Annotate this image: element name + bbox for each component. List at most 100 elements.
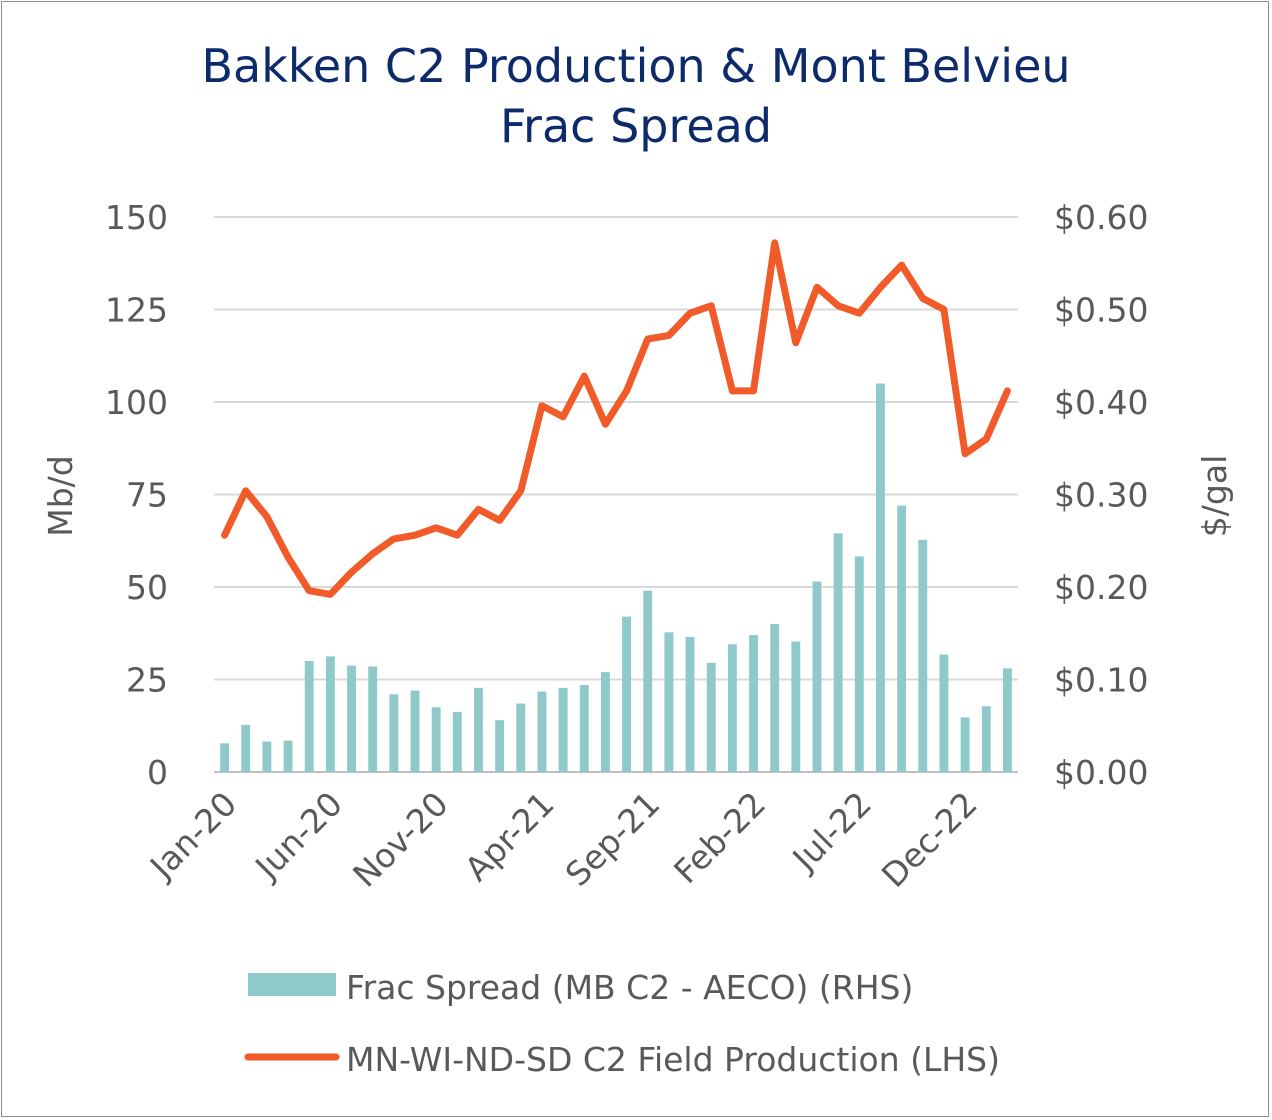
line-point-May-21 bbox=[562, 416, 564, 418]
bar-Aug-21 bbox=[622, 616, 632, 772]
bar-Apr-22 bbox=[791, 641, 801, 772]
line-point-Feb-20 bbox=[245, 490, 247, 492]
right-axis-label: $/gal bbox=[1195, 455, 1234, 537]
left-axis-ticks: 0 25 50 75 100 125 150 bbox=[105, 198, 168, 792]
line-point-Dec-22 bbox=[964, 453, 966, 455]
line-point-Sep-22 bbox=[901, 264, 903, 266]
right-tick-label: $0.30 bbox=[1054, 476, 1148, 515]
bar-Mar-22 bbox=[770, 624, 780, 772]
line-point-Mar-21 bbox=[520, 490, 522, 492]
right-tick-label: $0.20 bbox=[1054, 568, 1148, 607]
x-tick-label: Apr-21 bbox=[457, 784, 562, 889]
bar-Jan-20 bbox=[220, 743, 230, 772]
left-tick-label: 125 bbox=[105, 291, 168, 330]
bar-Jun-21 bbox=[579, 685, 589, 772]
line-point-Oct-20 bbox=[414, 534, 416, 536]
legend-swatch-frac-spread bbox=[248, 973, 336, 996]
line-series-c2-production bbox=[221, 239, 1011, 598]
line-point-Nov-20 bbox=[435, 527, 437, 529]
line-point-Sep-20 bbox=[393, 538, 395, 540]
bar-May-20 bbox=[304, 661, 314, 772]
line-point-Dec-21 bbox=[710, 305, 712, 307]
line-point-May-22 bbox=[816, 286, 818, 288]
left-axis-label: Mb/d bbox=[41, 455, 80, 537]
chart-title-line-2: Frac Spread bbox=[499, 99, 773, 153]
line-point-Nov-22 bbox=[943, 309, 945, 310]
line-point-Aug-20 bbox=[372, 553, 374, 555]
bar-Jan-22 bbox=[727, 644, 737, 772]
bar-Jul-22 bbox=[854, 556, 864, 772]
bar-Sep-20 bbox=[389, 694, 399, 772]
line-point-Aug-22 bbox=[879, 286, 881, 288]
bar-Nov-22 bbox=[939, 654, 949, 772]
legend-label-c2-production: MN-WI-ND-SD C2 Field Production (LHS) bbox=[346, 1040, 1000, 1079]
left-tick-label: 75 bbox=[126, 476, 168, 515]
bar-Feb-23 bbox=[1002, 668, 1012, 772]
right-tick-label: $0.00 bbox=[1054, 753, 1148, 792]
right-tick-label: $0.60 bbox=[1054, 198, 1148, 237]
x-tick-label: Feb-22 bbox=[666, 784, 773, 891]
line-point-Feb-22 bbox=[753, 390, 755, 392]
bar-series-frac-spread bbox=[220, 383, 1012, 772]
line-point-Jun-20 bbox=[329, 593, 331, 595]
bar-Aug-20 bbox=[368, 666, 378, 772]
line-point-Jul-20 bbox=[351, 571, 353, 573]
line-point-Jul-22 bbox=[858, 312, 860, 314]
line-point-Jan-20 bbox=[224, 534, 226, 536]
x-tick-label: Jan-20 bbox=[141, 784, 244, 887]
bar-Sep-22 bbox=[897, 505, 907, 772]
line-point-Jun-21 bbox=[583, 375, 585, 377]
bar-Jul-21 bbox=[600, 672, 610, 772]
right-axis-ticks: $0.00 $0.10 $0.20 $0.30 $0.40 $0.50 $0.60 bbox=[1054, 198, 1148, 792]
left-tick-label: 50 bbox=[126, 568, 168, 607]
x-tick-label: Sep-21 bbox=[558, 784, 668, 894]
bar-Aug-22 bbox=[876, 383, 885, 772]
line-point-Jan-23 bbox=[985, 438, 987, 440]
bar-Feb-21 bbox=[495, 720, 505, 772]
chart-title-line-1: Bakken C2 Production & Mont Belvieu bbox=[201, 39, 1071, 93]
left-tick-label: 100 bbox=[105, 383, 168, 422]
line-point-Sep-21 bbox=[647, 338, 649, 340]
x-tick-label: Jul-22 bbox=[784, 784, 879, 879]
left-tick-label: 0 bbox=[147, 753, 168, 792]
right-tick-label: $0.10 bbox=[1054, 661, 1148, 700]
bar-Jun-20 bbox=[325, 656, 335, 772]
line-point-Jun-22 bbox=[837, 305, 839, 307]
bar-Apr-21 bbox=[537, 691, 547, 772]
bar-Nov-21 bbox=[685, 636, 695, 772]
line-point-Nov-21 bbox=[689, 312, 691, 314]
left-tick-label: 150 bbox=[105, 198, 168, 237]
line-point-Mar-22 bbox=[774, 242, 776, 244]
bar-Mar-20 bbox=[262, 741, 272, 772]
line-point-Apr-20 bbox=[287, 556, 289, 558]
bar-Oct-21 bbox=[664, 632, 674, 772]
line-point-Mar-20 bbox=[266, 516, 268, 518]
bar-Dec-22 bbox=[960, 717, 970, 772]
line-point-Apr-22 bbox=[795, 342, 797, 344]
bar-Feb-22 bbox=[749, 635, 758, 772]
bar-Oct-22 bbox=[918, 539, 928, 772]
right-tick-label: $0.50 bbox=[1054, 291, 1148, 330]
bar-Jun-22 bbox=[833, 533, 843, 772]
bar-Dec-20 bbox=[452, 711, 462, 772]
line-point-Jan-21 bbox=[477, 508, 479, 510]
bar-Mar-21 bbox=[516, 703, 526, 772]
bar-May-21 bbox=[558, 687, 568, 772]
x-tick-label: Dec-22 bbox=[874, 784, 985, 895]
bar-Apr-20 bbox=[283, 740, 293, 772]
bar-Feb-20 bbox=[241, 724, 251, 772]
line-point-Feb-23 bbox=[1006, 390, 1008, 392]
bar-Dec-21 bbox=[706, 662, 716, 772]
line-point-Jan-22 bbox=[731, 390, 733, 392]
line-point-Dec-20 bbox=[456, 534, 458, 536]
line-point-Oct-22 bbox=[922, 297, 924, 299]
bar-Jan-21 bbox=[474, 687, 483, 772]
line-point-Oct-21 bbox=[668, 334, 670, 336]
bar-May-22 bbox=[812, 581, 822, 772]
line-point-May-20 bbox=[308, 590, 310, 592]
right-tick-label: $0.40 bbox=[1054, 383, 1148, 422]
bar-Oct-20 bbox=[410, 690, 420, 772]
legend-label-frac-spread: Frac Spread (MB C2 - AECO) (RHS) bbox=[346, 968, 913, 1007]
